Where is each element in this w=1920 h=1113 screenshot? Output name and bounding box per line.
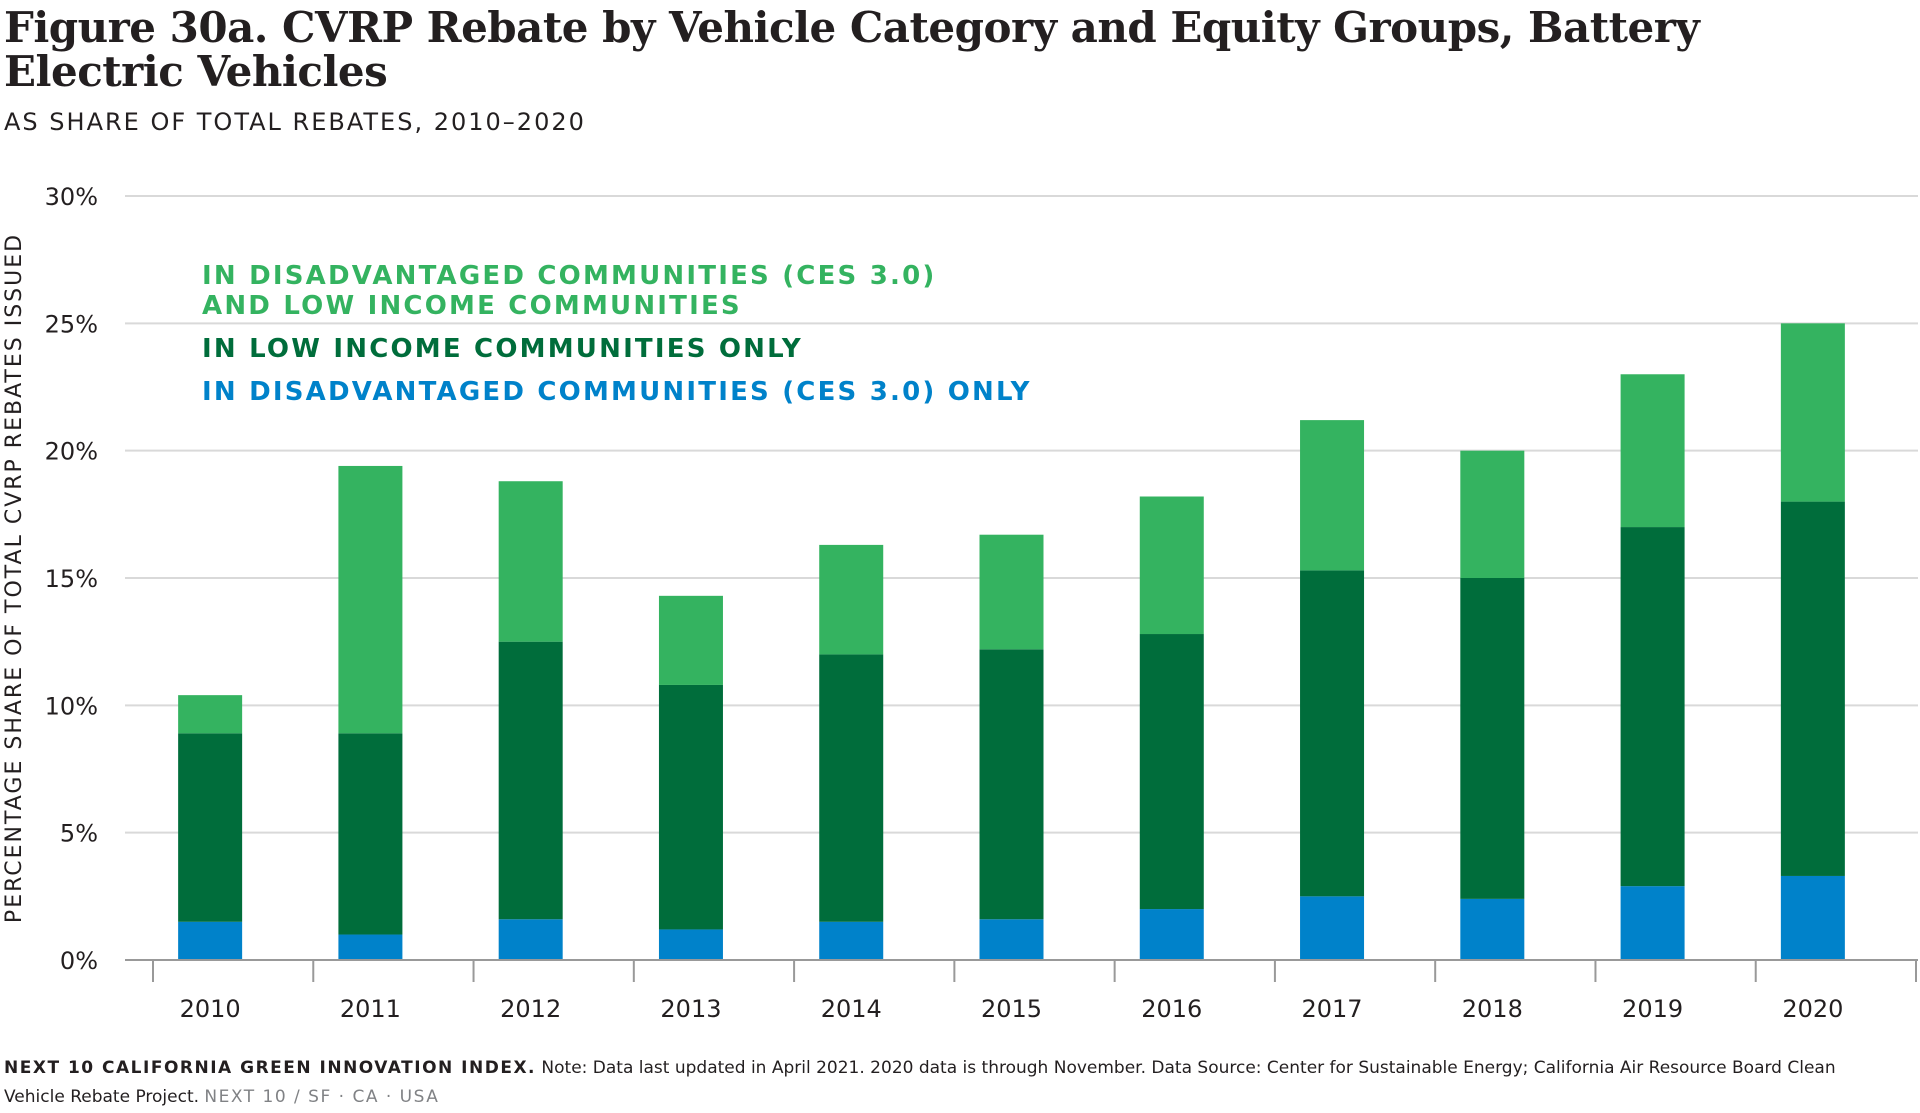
bar-segment-disadvantaged <box>1460 898 1525 960</box>
bar-segment-both <box>1780 323 1845 502</box>
x-tick-label: 2014 <box>821 995 882 1023</box>
y-axis-label: PERCENTAGE SHARE OF TOTAL CVRP REBATES I… <box>2 233 27 923</box>
bar-segment-both <box>979 534 1044 650</box>
y-axis-ticks: 0% 5% 10% 15% 20% 25% 30% <box>45 183 98 975</box>
y-tick-label: 30% <box>45 183 98 211</box>
bar-segment-both <box>338 465 403 734</box>
chart-title: Figure 30a. CVRP Rebate by Vehicle Categ… <box>4 3 1700 96</box>
bar-segment-both <box>1460 450 1525 578</box>
bar-segment-both <box>178 695 243 734</box>
bar-segment-disadvantaged <box>979 919 1044 960</box>
x-tick-label: 2010 <box>180 995 241 1023</box>
bar-segment-both <box>819 544 884 655</box>
y-tick-label: 10% <box>45 692 98 720</box>
y-tick-label: 25% <box>45 310 98 338</box>
bar-segment-disadvantaged <box>1620 886 1685 960</box>
bar-segment-both <box>498 481 563 642</box>
chart-subtitle: AS SHARE OF TOTAL REBATES, 2010–2020 <box>4 108 586 136</box>
bar-segment-low_income <box>1620 527 1685 887</box>
x-axis <box>125 959 1918 982</box>
bar-segment-low_income <box>1300 570 1365 897</box>
y-tick-label: 20% <box>45 438 98 466</box>
footer: NEXT 10 CALIFORNIA GREEN INNOVATION INDE… <box>4 1054 1884 1112</box>
x-tick-label: 2012 <box>500 995 561 1023</box>
bar-segment-both <box>1139 496 1204 635</box>
x-tick-label: 2019 <box>1622 995 1683 1023</box>
bar-segment-low_income <box>178 733 243 922</box>
x-tick-label: 2011 <box>340 995 401 1023</box>
bar-segment-both <box>1300 420 1365 571</box>
bar-segment-disadvantaged <box>819 921 884 960</box>
bar-segment-low_income <box>658 684 723 930</box>
bar-segment-disadvantaged <box>1300 896 1365 960</box>
legend-entry: IN LOW INCOME COMMUNITIES ONLY <box>202 334 803 364</box>
bar-segment-low_income <box>1139 634 1204 910</box>
x-tick-label: 2013 <box>660 995 721 1023</box>
bar-segment-disadvantaged <box>498 919 563 960</box>
bar-segment-disadvantaged <box>338 934 403 960</box>
bar-segment-disadvantaged <box>1780 875 1845 960</box>
y-tick-label: 5% <box>60 820 98 848</box>
x-axis-ticks: 2010 2011 2012 2013 2014 2015 2016 2017 2018 2019… <box>180 995 1844 1023</box>
x-tick-label: 2018 <box>1462 995 1523 1023</box>
bar-segment-low_income <box>979 649 1044 920</box>
bar-segment-low_income <box>498 641 563 920</box>
bar-segment-low_income <box>338 733 403 935</box>
legend-entry: IN DISADVANTAGED COMMUNITIES (CES 3.0) O… <box>202 377 1032 407</box>
bar-segment-disadvantaged <box>1139 909 1204 960</box>
y-tick-label: 0% <box>60 947 98 975</box>
footer-brand: NEXT 10 / SF · CA · USA <box>204 1087 440 1107</box>
bar-segment-both <box>1620 374 1685 528</box>
footer-note: Note: Data last updated in April 2021. 2… <box>4 1058 1836 1107</box>
x-tick-label: 2017 <box>1302 995 1363 1023</box>
legend: IN DISADVANTAGED COMMUNITIES (CES 3.0)AN… <box>202 261 1032 407</box>
x-tick-label: 2015 <box>981 995 1042 1023</box>
x-tick-label: 2016 <box>1141 995 1202 1023</box>
bar-segment-low_income <box>819 654 884 922</box>
bar-segment-both <box>658 595 723 685</box>
legend-entry: IN DISADVANTAGED COMMUNITIES (CES 3.0) <box>202 261 936 291</box>
bar-segment-disadvantaged <box>658 929 723 960</box>
y-tick-label: 15% <box>45 565 98 593</box>
legend-entry: AND LOW INCOME COMMUNITIES <box>202 291 742 321</box>
bar-segment-low_income <box>1460 578 1525 899</box>
bar-segment-low_income <box>1780 501 1845 876</box>
x-tick-label: 2020 <box>1782 995 1843 1023</box>
footer-source-label: NEXT 10 CALIFORNIA GREEN INNOVATION INDE… <box>4 1058 537 1078</box>
bar-segment-disadvantaged <box>178 921 243 960</box>
bars <box>178 323 1845 960</box>
stacked-bar-chart: 0% 5% 10% 15% 20% 25% 30% 2010 2011 2012 2013 2014… <box>2 183 1918 1023</box>
